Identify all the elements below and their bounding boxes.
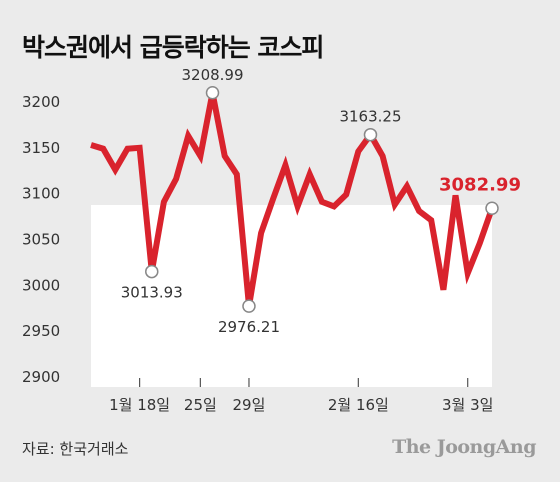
chart-title: 박스권에서 급등락하는 코스피 bbox=[22, 33, 324, 62]
kospi-series-line bbox=[90, 92, 495, 307]
x-tick-label: 3월 3일 bbox=[442, 396, 493, 414]
annotation-marker bbox=[363, 127, 378, 142]
x-tick-label: 2월 16일 bbox=[328, 396, 389, 414]
x-tick-label: 29일 bbox=[233, 396, 266, 414]
y-tick-label: 2950 bbox=[22, 322, 60, 340]
publisher-logo: The JoongAng bbox=[392, 436, 536, 458]
y-tick-label: 2900 bbox=[22, 368, 60, 386]
x-tick-label: 1월 18일 bbox=[109, 396, 170, 414]
y-tick-label: 3200 bbox=[22, 93, 60, 111]
annotation-marker bbox=[145, 264, 159, 279]
annotation-marker bbox=[205, 86, 220, 100]
x-tick-label: 25일 bbox=[184, 396, 217, 414]
annotation-marker bbox=[242, 299, 256, 313]
data-label: 3082.99 bbox=[439, 174, 521, 195]
data-label: 3208.99 bbox=[181, 66, 243, 84]
y-tick-label: 3100 bbox=[22, 185, 60, 203]
y-tick-label: 3150 bbox=[22, 139, 60, 157]
y-tick-label: 3050 bbox=[22, 231, 60, 249]
data-label: 3013.93 bbox=[121, 284, 183, 302]
source-note: 자료: 한국거래소 bbox=[22, 440, 129, 458]
data-label: 3163.25 bbox=[339, 108, 401, 126]
data-label: 2976.21 bbox=[218, 318, 280, 336]
annotation-marker bbox=[485, 201, 499, 216]
y-tick-label: 3000 bbox=[22, 276, 60, 294]
